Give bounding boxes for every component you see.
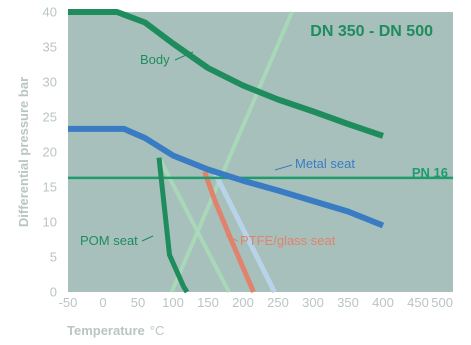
x-axis-title-text: Temperature <box>67 323 145 338</box>
y-tick-label: 0 <box>50 285 57 300</box>
y-tick-label: 35 <box>43 40 57 55</box>
x-axis-unit: °C <box>150 323 165 338</box>
pn-16-label: PN 16 <box>412 165 448 180</box>
x-tick-label: 200 <box>232 295 254 310</box>
x-tick-label: 100 <box>162 295 184 310</box>
x-tick-label: 300 <box>302 295 324 310</box>
x-tick-label: -50 <box>59 295 78 310</box>
x-axis-ticks: -50 0 50 100 150 200 250 300 350 400 450 500 <box>59 295 453 310</box>
y-tick-label: 15 <box>43 180 57 195</box>
plot-background <box>68 12 453 292</box>
y-tick-label: 10 <box>43 215 57 230</box>
y-axis-title: Differential pressure bar <box>16 77 31 227</box>
metal-seat-label: Metal seat <box>295 156 355 171</box>
x-tick-label: 250 <box>267 295 289 310</box>
x-axis-title: Temperature °C <box>67 323 164 338</box>
x-tick-label: 400 <box>372 295 394 310</box>
y-tick-label: 30 <box>43 75 57 90</box>
x-tick-label: 50 <box>131 295 145 310</box>
x-tick-label: 150 <box>197 295 219 310</box>
y-axis-ticks: 0 5 10 15 20 25 30 35 40 <box>43 5 57 300</box>
y-tick-label: 25 <box>43 110 57 125</box>
ptfe-glass-seat-label: PTFE/glass seat <box>240 233 336 248</box>
y-tick-label: 20 <box>43 145 57 160</box>
chart-title: DN 350 - DN 500 <box>310 23 433 40</box>
pom-seat-label: POM seat <box>80 233 138 248</box>
x-tick-label: 0 <box>99 295 106 310</box>
y-tick-label: 40 <box>43 5 57 20</box>
y-tick-label: 5 <box>50 250 57 265</box>
x-tick-label: 500 <box>431 295 453 310</box>
x-tick-label: 350 <box>337 295 359 310</box>
x-tick-label: 450 <box>407 295 429 310</box>
body-label: Body <box>140 52 170 67</box>
